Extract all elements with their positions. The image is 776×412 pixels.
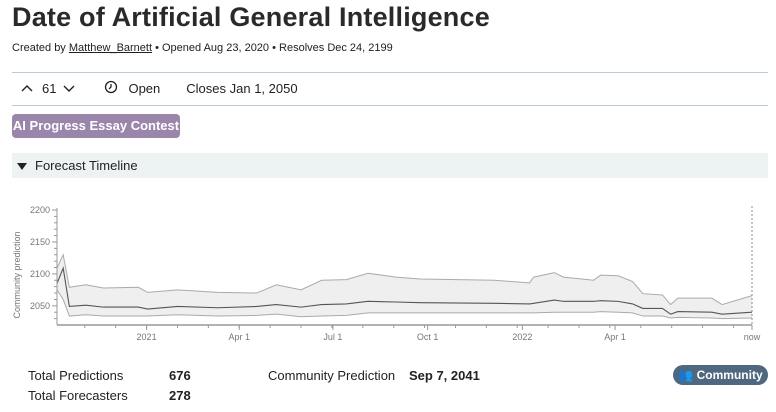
divider <box>12 105 768 106</box>
chevron-down-icon <box>63 85 75 92</box>
y-tick-label: 2150 <box>30 237 50 247</box>
essay-contest-tag[interactable]: AI Progress Essay Contest <box>12 114 180 138</box>
total-forecasters-value: 278 <box>169 388 191 403</box>
page-title: Date of Artificial General Intelligence <box>12 2 490 32</box>
x-tick-label: now <box>744 332 761 342</box>
total-predictions-label: Total Predictions <box>28 368 124 383</box>
divider <box>12 72 768 73</box>
question-meta: Created by Matthew_Barnett • Opened Aug … <box>12 42 393 54</box>
community-prediction-value: Sep 7, 2041 <box>409 368 480 383</box>
y-axis-label: Community prediction <box>12 231 22 318</box>
x-tick-label: Jul 1 <box>323 332 342 342</box>
y-tick-label: 2200 <box>30 205 50 215</box>
community-prediction-label: Community Prediction <box>268 368 396 383</box>
median-line <box>56 266 753 315</box>
users-icon: 👥 <box>678 368 694 382</box>
x-tick-label: 2021 <box>137 332 157 342</box>
downvote-button[interactable] <box>62 81 76 96</box>
total-forecasters-label: Total Forecasters <box>28 388 128 403</box>
vote-count: 61 <box>42 81 57 96</box>
forecast-chart: Community prediction 2050 2100 2150 2200 202… <box>12 205 761 342</box>
lower-quartile-line <box>56 289 753 320</box>
community-button[interactable]: 👥 Community <box>673 365 768 385</box>
upvote-button[interactable] <box>20 81 34 96</box>
created-by-label: Created by <box>12 42 66 54</box>
forecast-timeline-label: Forecast Timeline <box>35 158 138 173</box>
total-predictions-value: 676 <box>169 368 191 383</box>
chevron-up-icon <box>21 85 33 92</box>
x-tick-label: 2022 <box>512 332 532 342</box>
opened-date: • Opened Aug 23, 2020 <box>155 42 270 54</box>
y-tick-label: 2100 <box>30 269 50 279</box>
author-link[interactable]: Matthew_Barnett <box>68 42 153 54</box>
caret-down-icon <box>17 163 27 171</box>
community-button-label: Community <box>696 368 763 382</box>
y-tick-label: 2050 <box>30 301 50 311</box>
upper-quartile-line <box>56 253 753 306</box>
clock-icon <box>104 80 118 97</box>
closes-date: Closes Jan 1, 2050 <box>186 81 298 96</box>
confidence-band <box>57 254 752 319</box>
x-tick-label: Apr 1 <box>604 332 626 342</box>
x-tick-label: Oct 1 <box>417 332 439 342</box>
question-toolbar: 61 Open Closes Jan 1, 2050 <box>20 80 298 97</box>
status-text: Open <box>128 81 161 96</box>
forecast-timeline-toggle[interactable]: Forecast Timeline <box>12 153 768 178</box>
resolves-date: • Resolves Dec 24, 2199 <box>272 42 393 54</box>
x-tick-label: Apr 1 <box>228 332 250 342</box>
